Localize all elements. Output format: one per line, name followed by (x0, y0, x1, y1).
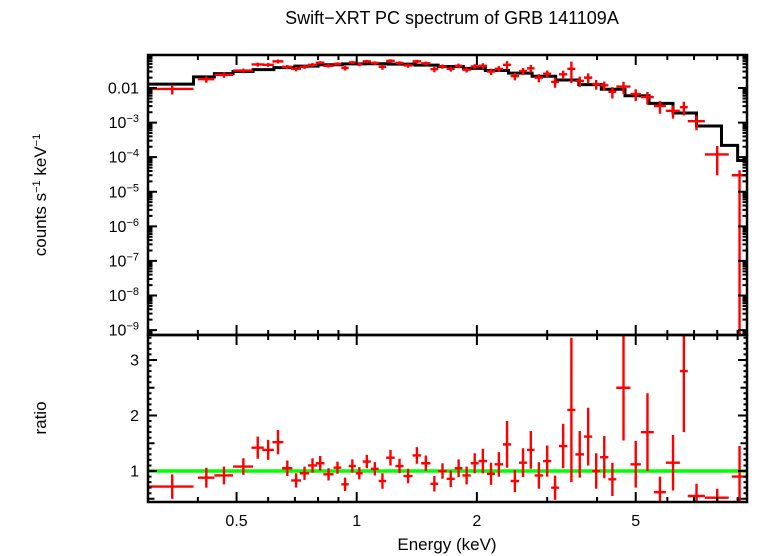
figure-title: Swift−XRT PC spectrum of GRB 141109A (285, 8, 619, 28)
x-tick-label: 0.5 (225, 513, 247, 530)
y-axis-label-counts: counts s−1 keV−1 (31, 134, 50, 256)
x-axis-label: Energy (keV) (397, 535, 496, 554)
x-tick-label: 5 (631, 513, 640, 530)
model-line (148, 62, 747, 163)
y-tick-label-spectrum: 0.01 (108, 81, 139, 98)
panel-frames-and-ticks: 0.5 1 2 5 0.01 10−3 10−4 10−5 10−6 10−7 10−8 10−9 1 2… (108, 53, 749, 530)
y-tick-label-spectrum: 10−5 (109, 182, 139, 201)
x-tick-label: 1 (352, 513, 361, 530)
bottom-panel-frame (146, 333, 749, 504)
y-tick-label-spectrum: 10−7 (109, 251, 139, 270)
y-tick-label-spectrum: 10−6 (109, 217, 139, 236)
y-tick-label-ratio: 1 (130, 464, 139, 481)
y-tick-label-ratio: 3 (130, 352, 139, 369)
y-tick-label-ratio: 2 (130, 408, 139, 425)
y-tick-label-spectrum: 10−9 (109, 321, 139, 340)
ratio-data-points (148, 335, 747, 502)
y-axis-label-ratio: ratio (31, 401, 50, 434)
spectrum-data-points (148, 59, 747, 335)
top-panel-frame (146, 53, 749, 337)
x-tick-label: 2 (472, 513, 481, 530)
chart-content (148, 59, 747, 502)
axis-ticks (148, 55, 747, 502)
y-tick-label-spectrum: 10−3 (109, 113, 139, 132)
y-tick-label-spectrum: 10−4 (109, 148, 139, 167)
y-tick-label-spectrum: 10−8 (109, 286, 139, 305)
